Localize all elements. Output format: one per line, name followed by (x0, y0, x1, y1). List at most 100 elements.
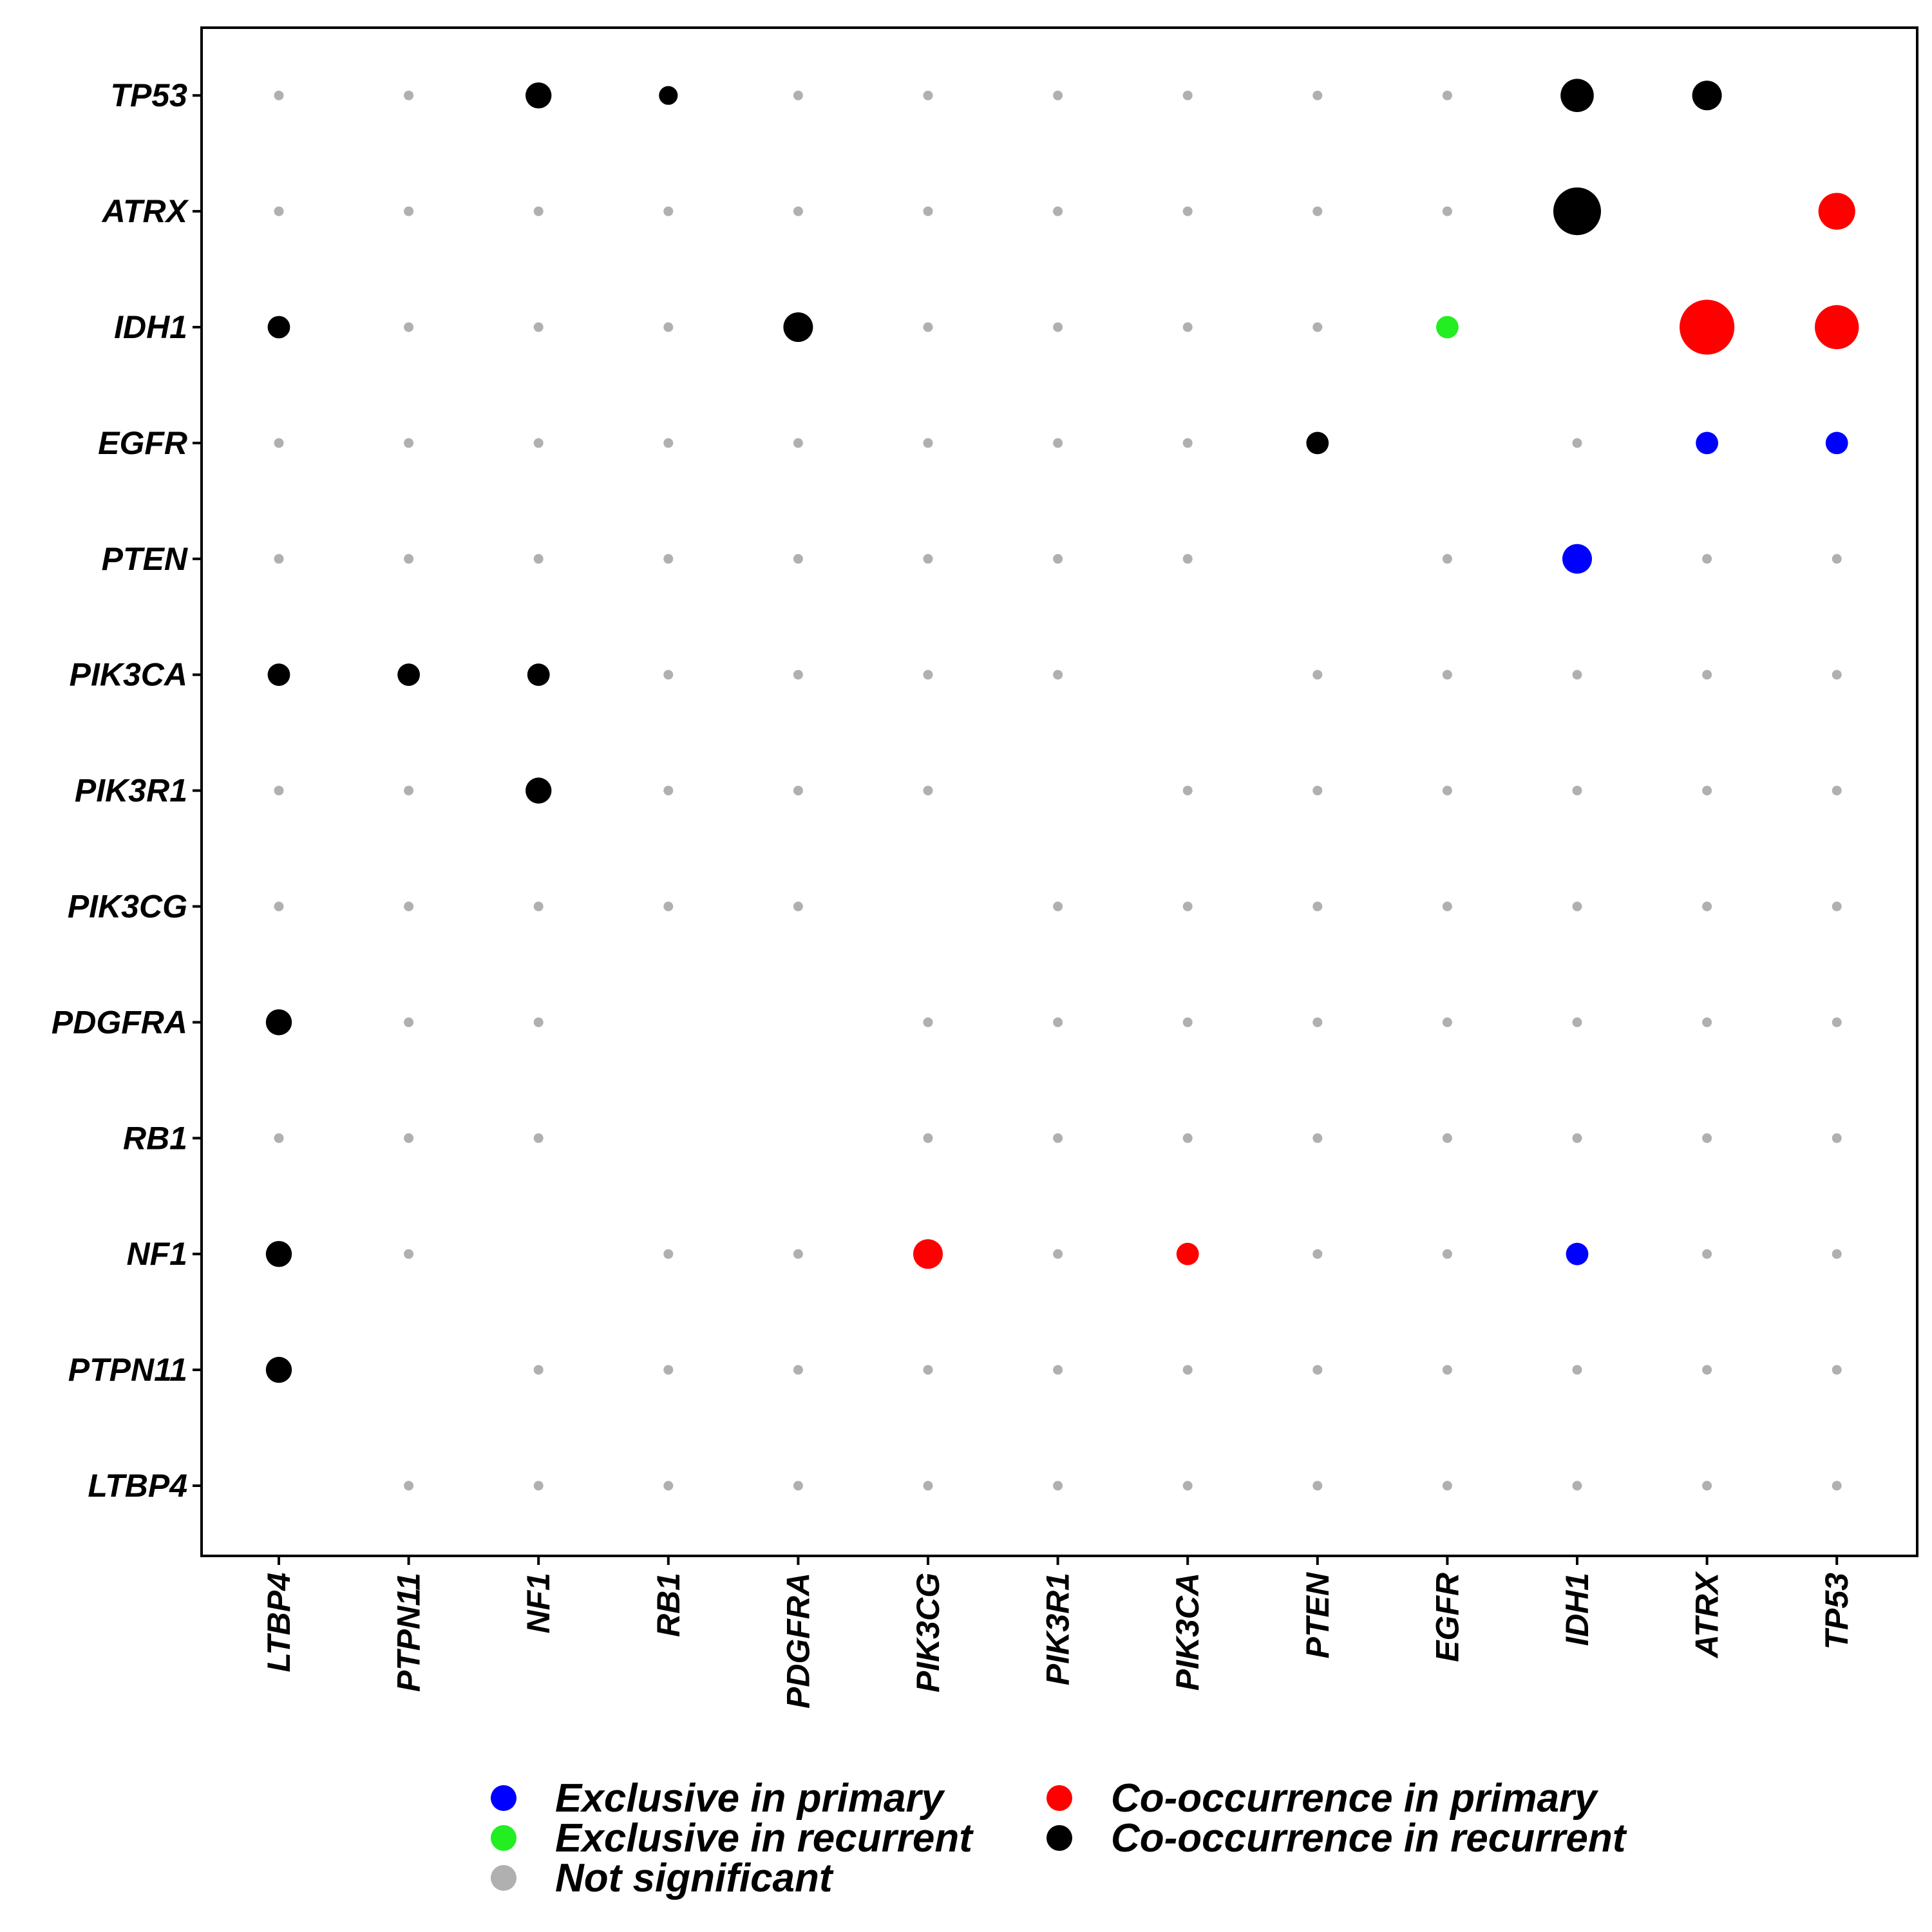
y-tick-label: PIK3CA (70, 657, 187, 693)
y-tick-label: TP53 (110, 77, 187, 113)
point-not-significant (793, 670, 803, 680)
point-not-significant (923, 1133, 933, 1143)
x-tick-label: PTPN11 (391, 1573, 427, 1692)
point-not-significant (923, 1481, 933, 1491)
point-not-significant (793, 1481, 803, 1491)
x-tick-label: RB1 (650, 1573, 687, 1637)
y-tick-label: PDGFRA (52, 1004, 187, 1040)
point-not-significant (663, 554, 674, 564)
legend-label: Co-occurrence in recurrent (1111, 1816, 1627, 1861)
point-not-significant (1312, 90, 1323, 100)
point-not-significant (663, 206, 674, 216)
point-not-significant (1442, 1133, 1452, 1143)
legend-label: Exclusive in primary (555, 1776, 946, 1821)
point-not-significant (533, 902, 544, 911)
point-not-significant (663, 902, 674, 911)
point-not-significant (1832, 1365, 1842, 1375)
point-not-significant (404, 1133, 414, 1143)
point-exclusive-recurrent (1436, 316, 1459, 339)
legend-key-cooccurrence-primary (1046, 1785, 1072, 1811)
point-not-significant (1312, 1365, 1323, 1375)
point-not-significant (533, 206, 544, 216)
point-not-significant (1182, 902, 1193, 911)
point-not-significant (404, 1249, 414, 1259)
point-not-significant (274, 786, 284, 796)
point-cooccurrence-primary (1176, 1242, 1199, 1265)
x-tick-label: ATRX (1689, 1571, 1725, 1659)
point-not-significant (1053, 90, 1063, 100)
x-tick-label: TP53 (1819, 1573, 1855, 1650)
point-cooccurrence-recurrent (1560, 79, 1594, 112)
x-tick-label: PIK3R1 (1040, 1573, 1076, 1685)
point-not-significant (1312, 670, 1323, 680)
point-not-significant (793, 786, 803, 796)
point-not-significant (1312, 1133, 1323, 1143)
point-not-significant (1442, 670, 1452, 680)
point-not-significant (404, 902, 414, 911)
point-cooccurrence-recurrent (265, 1356, 292, 1383)
point-not-significant (274, 554, 284, 564)
point-not-significant (793, 438, 803, 448)
point-not-significant (1442, 1365, 1452, 1375)
point-not-significant (923, 786, 933, 796)
y-tick-label: ATRX (101, 193, 189, 229)
point-not-significant (1702, 786, 1712, 796)
legend-label: Exclusive in recurrent (555, 1816, 974, 1861)
point-not-significant (793, 1365, 803, 1375)
point-not-significant (404, 322, 414, 332)
point-not-significant (404, 554, 414, 564)
point-not-significant (663, 1365, 674, 1375)
point-not-significant (404, 206, 414, 216)
point-not-significant (923, 1365, 933, 1375)
point-not-significant (1832, 670, 1842, 680)
point-not-significant (274, 438, 284, 448)
point-not-significant (923, 1017, 933, 1027)
point-not-significant (1702, 1133, 1712, 1143)
legend-key-exclusive-recurrent (491, 1825, 516, 1851)
point-cooccurrence-recurrent (1306, 431, 1329, 455)
point-cooccurrence-recurrent (267, 316, 290, 339)
point-not-significant (663, 1249, 674, 1259)
point-not-significant (404, 1481, 414, 1491)
point-not-significant (1182, 90, 1193, 100)
legend-key-not-significant (491, 1865, 516, 1891)
legend-key-exclusive-primary (491, 1785, 516, 1811)
point-not-significant (1702, 902, 1712, 911)
point-not-significant (1572, 1133, 1582, 1143)
point-not-significant (1053, 322, 1063, 332)
x-tick-label: EGFR (1429, 1573, 1465, 1662)
point-cooccurrence-recurrent (397, 663, 420, 687)
x-tick-label: PTEN (1300, 1572, 1336, 1658)
point-not-significant (1832, 786, 1842, 796)
y-axis: LTBP4 PTPN11 NF1 RB1 PDGFRA PIK3CG PIK3R1 PIK3C… (52, 77, 202, 1504)
point-not-significant (1572, 438, 1582, 448)
point-not-significant (1312, 1481, 1323, 1491)
point-not-significant (1053, 1365, 1063, 1375)
point-not-significant (1182, 786, 1193, 796)
point-cooccurrence-recurrent (1553, 187, 1601, 236)
point-not-significant (1182, 1365, 1193, 1375)
point-not-significant (1182, 1133, 1193, 1143)
point-cooccurrence-primary (913, 1239, 943, 1269)
point-cooccurrence-recurrent (265, 1009, 292, 1036)
point-exclusive-primary (1825, 431, 1848, 455)
point-not-significant (663, 786, 674, 796)
point-not-significant (1053, 902, 1063, 911)
y-tick-label: IDH1 (114, 309, 187, 345)
point-not-significant (1312, 206, 1323, 216)
point-not-significant (1442, 1481, 1452, 1491)
point-not-significant (1053, 554, 1063, 564)
point-not-significant (1312, 902, 1323, 911)
x-tick-label: PIK3CA (1170, 1573, 1206, 1690)
point-cooccurrence-recurrent (267, 663, 290, 687)
point-not-significant (923, 438, 933, 448)
point-not-significant (533, 438, 544, 448)
point-not-significant (1312, 322, 1323, 332)
point-not-significant (1702, 670, 1712, 680)
point-not-significant (1832, 554, 1842, 564)
point-not-significant (274, 90, 284, 100)
point-not-significant (923, 206, 933, 216)
